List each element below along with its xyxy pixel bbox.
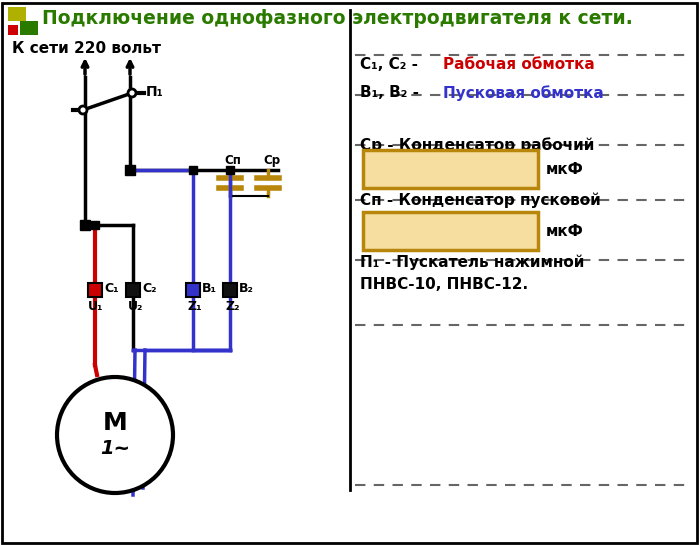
- Bar: [88, 283, 102, 297]
- Text: Z₁: Z₁: [188, 300, 202, 313]
- Text: К сети 220 вольт: К сети 220 вольт: [12, 41, 161, 56]
- Text: М: М: [103, 411, 127, 435]
- Bar: [126, 283, 140, 297]
- Circle shape: [57, 377, 173, 493]
- Circle shape: [128, 89, 136, 97]
- Bar: [363, 212, 538, 250]
- Text: 1~: 1~: [100, 439, 130, 458]
- Bar: [363, 150, 538, 188]
- Text: U₂: U₂: [128, 300, 144, 313]
- Text: Пусковая обмотка: Пусковая обмотка: [443, 85, 603, 101]
- Text: С₁: С₁: [104, 282, 118, 294]
- Text: С₂: С₂: [142, 282, 157, 294]
- Text: U₁: U₁: [88, 300, 104, 313]
- Text: П₁: П₁: [146, 85, 164, 99]
- Text: Подключение однофазного электродвигателя к сети.: Подключение однофазного электродвигателя…: [42, 9, 633, 28]
- Bar: [8, 25, 18, 35]
- Bar: [186, 283, 200, 297]
- Text: Z₂: Z₂: [225, 300, 239, 313]
- Text: Ср - Конденсатор рабочий: Ср - Конденсатор рабочий: [360, 137, 594, 153]
- Text: Сп - Конденсатор пусковой: Сп - Конденсатор пусковой: [360, 193, 601, 209]
- Text: ПНВС-10, ПНВС-12.: ПНВС-10, ПНВС-12.: [360, 277, 528, 292]
- Text: Ср: Ср: [263, 154, 280, 167]
- Bar: [20, 21, 38, 35]
- Text: Рабочая обмотка: Рабочая обмотка: [443, 57, 595, 72]
- Text: В₁: В₁: [202, 282, 217, 294]
- Text: В₁, В₂ -: В₁, В₂ -: [360, 85, 424, 100]
- Circle shape: [79, 106, 87, 114]
- Text: С₁, С₂ -: С₁, С₂ -: [360, 57, 424, 72]
- Text: Сп: Сп: [224, 154, 241, 167]
- Bar: [8, 7, 26, 21]
- Text: мкФ: мкФ: [546, 161, 584, 177]
- Bar: [223, 283, 237, 297]
- Text: мкФ: мкФ: [546, 223, 584, 239]
- Text: П₁ - Пускатель нажимной: П₁ - Пускатель нажимной: [360, 254, 584, 269]
- Text: В₂: В₂: [239, 282, 254, 294]
